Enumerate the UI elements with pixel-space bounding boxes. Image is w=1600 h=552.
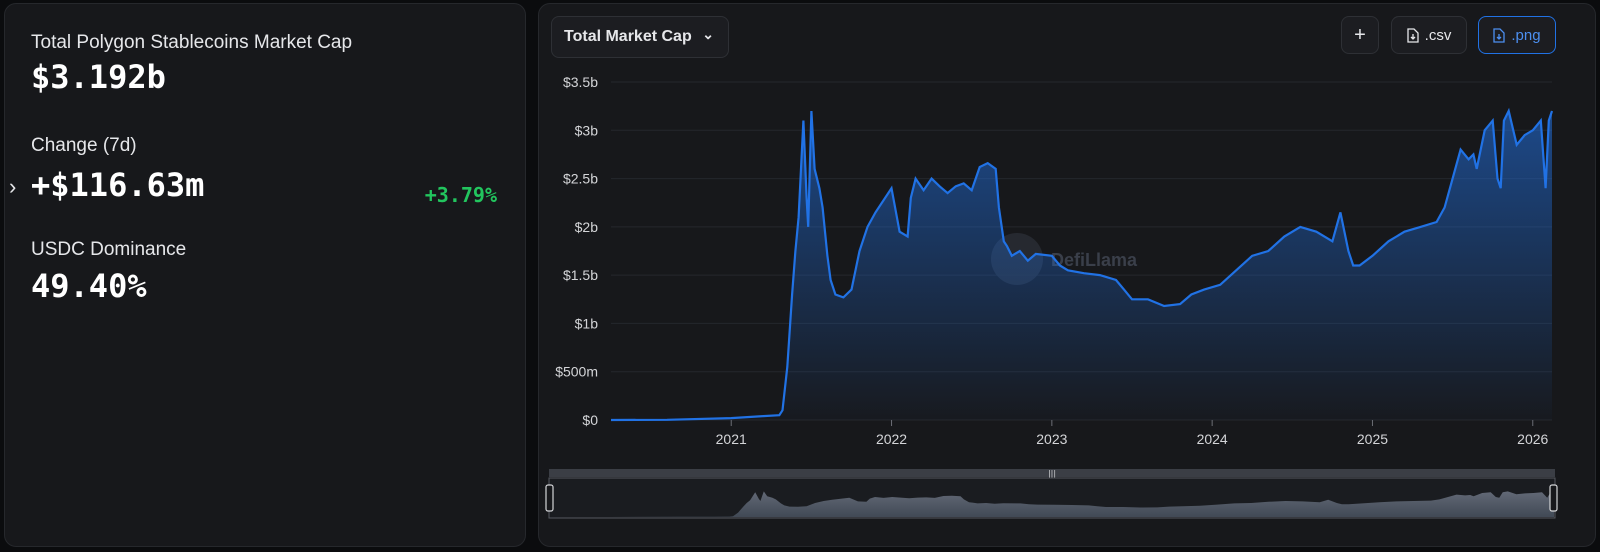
change-percent: +3.79% — [424, 183, 497, 207]
y-tick-label: $3.5b — [563, 74, 598, 90]
mcap-value: $3.192b — [31, 58, 166, 96]
chart-type-dropdown[interactable]: Total Market Cap ⌄ — [551, 16, 729, 58]
y-tick-label: $0 — [582, 412, 598, 428]
x-tick-label: 2023 — [1036, 431, 1067, 447]
chart-panel: Total Market Cap ⌄ + .csv .png — [538, 3, 1596, 547]
brush-handle-right[interactable] — [1549, 484, 1558, 512]
watermark: DefiLlama — [991, 233, 1138, 285]
file-download-icon — [1493, 27, 1506, 43]
watermark-text: DefiLlama — [1051, 250, 1138, 270]
defillama-logo-icon — [991, 233, 1043, 285]
x-tick-label: 2026 — [1517, 431, 1548, 447]
x-axis: 2021 2022 2023 2024 2025 2026 — [716, 420, 1549, 447]
download-png-button[interactable]: .png — [1478, 16, 1556, 54]
market-cap-chart: $0 $500m $1b $1.5b $2b $2.5b $3b $3.5b 2021 2022… — [545, 74, 1558, 519]
summary-panel: Total Polygon Stablecoins Market Cap $3.… — [4, 3, 526, 547]
y-tick-label: $3b — [575, 122, 599, 138]
file-download-icon — [1407, 27, 1419, 43]
area-fill — [611, 111, 1552, 420]
dominance-value: 49.40% — [31, 267, 147, 305]
y-tick-label: $1.5b — [563, 267, 598, 283]
y-tick-label: $1b — [575, 315, 599, 331]
mcap-label: Total Polygon Stablecoins Market Cap — [31, 32, 353, 53]
y-axis: $0 $500m $1b $1.5b $2b $2.5b $3b $3.5b — [555, 74, 598, 428]
dominance-label: USDC Dominance — [31, 239, 187, 260]
brush-preview — [550, 491, 1554, 517]
brush-grip-icon: ||| — [1048, 469, 1056, 478]
png-label: .png — [1511, 26, 1541, 44]
x-tick-label: 2021 — [716, 431, 747, 447]
plus-icon: + — [1354, 23, 1366, 46]
download-csv-button[interactable]: .csv — [1391, 16, 1467, 54]
change-value: +$116.63m — [31, 166, 205, 204]
csv-label: .csv — [1424, 26, 1452, 44]
x-tick-label: 2024 — [1197, 431, 1228, 447]
x-tick-label: 2025 — [1357, 431, 1388, 447]
brush-top-bar[interactable] — [549, 469, 1555, 477]
chart-grid — [611, 81, 1552, 421]
y-tick-label: $2b — [575, 219, 599, 235]
brush-area[interactable] — [548, 477, 1556, 519]
brush-handle-left[interactable] — [545, 484, 554, 512]
add-button[interactable]: + — [1341, 16, 1379, 54]
chevron-right-icon[interactable]: › — [9, 174, 17, 199]
y-tick-label: $500m — [555, 364, 598, 380]
dropdown-label: Total Market Cap — [564, 28, 692, 45]
change-label: Change (7d) — [31, 135, 137, 156]
x-tick-label: 2022 — [876, 431, 907, 447]
series-line — [610, 107, 1554, 422]
chevron-down-icon: ⌄ — [702, 26, 714, 42]
y-tick-label: $2.5b — [563, 171, 598, 187]
